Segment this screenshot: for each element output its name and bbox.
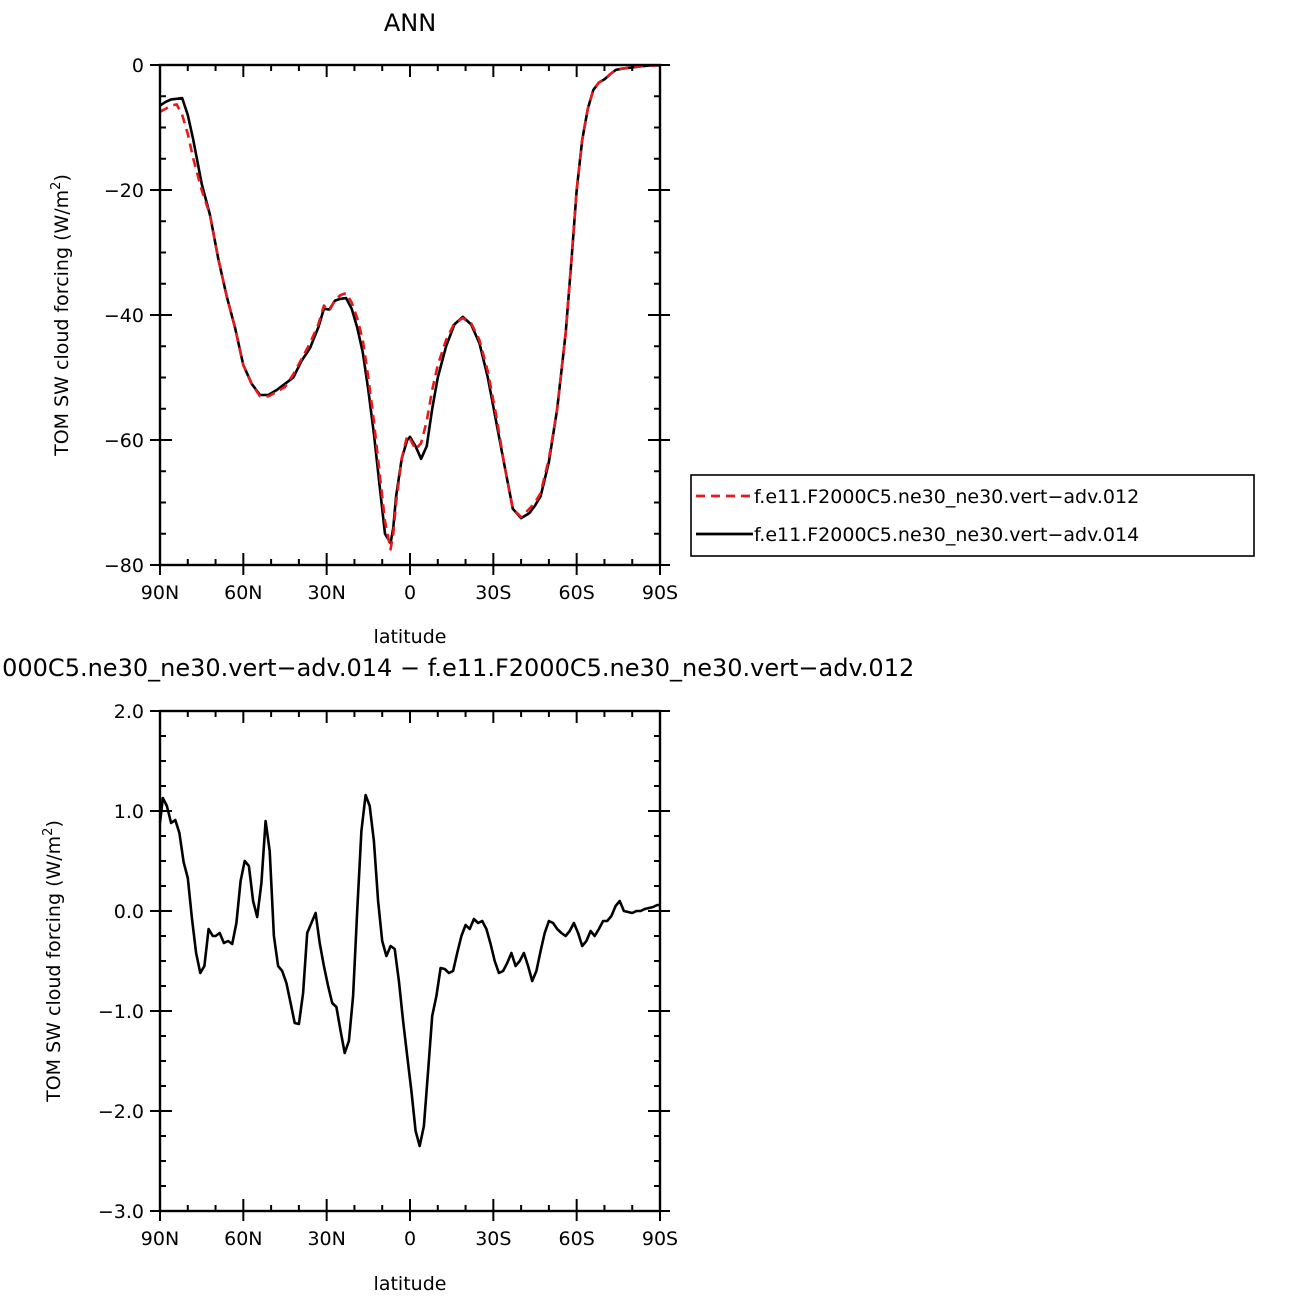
y-tick-label: 0.0 bbox=[114, 901, 144, 923]
series-line-0 bbox=[159, 64, 661, 551]
legend-box bbox=[690, 474, 1255, 557]
top-plot-xlabel: latitude bbox=[374, 626, 447, 648]
y-tick-label: −80 bbox=[104, 555, 144, 577]
x-tick-label: 0 bbox=[404, 1228, 416, 1250]
bottom-plot-xlabel: latitude bbox=[374, 1273, 447, 1295]
y-tick-label: 0 bbox=[132, 55, 144, 77]
y-tick-label: 2.0 bbox=[114, 701, 144, 723]
top-plot: ANN 90N 60N 30N 0 30S 60S 90S 0 −20 −40 −60 −80 lat… bbox=[49, 9, 1255, 648]
y-tick-label: −3.0 bbox=[98, 1201, 144, 1223]
x-tick-label: 30N bbox=[307, 582, 345, 604]
x-tick-label: 90S bbox=[642, 582, 678, 604]
y-tick-label: −40 bbox=[104, 305, 144, 327]
top-plot-ticks bbox=[150, 64, 670, 575]
top-plot-title: ANN bbox=[384, 9, 436, 37]
bottom-plot-ticks bbox=[150, 710, 670, 1221]
x-tick-label: 30S bbox=[475, 1228, 511, 1250]
y-tick-label: −1.0 bbox=[98, 1001, 144, 1023]
x-tick-label: 30N bbox=[307, 1228, 345, 1250]
y-tick-label: −60 bbox=[104, 430, 144, 452]
top-plot-series bbox=[159, 64, 661, 551]
y-tick-label: 1.0 bbox=[114, 801, 144, 823]
x-tick-label: 60S bbox=[559, 582, 595, 604]
series-line-0 bbox=[158, 793, 660, 1148]
legend-label-012: f.e11.F2000C5.ne30_ne30.vert−adv.012 bbox=[754, 486, 1139, 508]
x-tick-label: 60N bbox=[224, 1228, 262, 1250]
x-tick-label: 90N bbox=[141, 582, 179, 604]
top-plot-ylabel: TOM SW cloud forcing (W/m2) bbox=[49, 174, 73, 457]
bottom-plot: f.e11.F2000C5.ne30_ne30.vert−adv.014 − f… bbox=[0, 654, 914, 1295]
bottom-plot-ylabel: TOM SW cloud forcing (W/m2) bbox=[41, 820, 65, 1103]
x-tick-label: 60N bbox=[224, 582, 262, 604]
bottom-plot-tick-labels: 90N 60N 30N 0 30S 60S 90S 2.0 1.0 0.0 −1.0 −2.0 −3.0 bbox=[98, 701, 678, 1250]
bottom-plot-frame bbox=[158, 709, 662, 1213]
y-tick-label: −20 bbox=[104, 180, 144, 202]
top-plot-frame bbox=[158, 63, 662, 567]
x-tick-label: 30S bbox=[475, 582, 511, 604]
y-tick-label: −2.0 bbox=[98, 1101, 144, 1123]
top-plot-legend: f.e11.F2000C5.ne30_ne30.vert−adv.012 f.e… bbox=[690, 474, 1255, 557]
x-tick-label: 60S bbox=[559, 1228, 595, 1250]
x-tick-label: 90N bbox=[141, 1228, 179, 1250]
bottom-plot-title: f.e11.F2000C5.ne30_ne30.vert−adv.014 − f… bbox=[0, 654, 914, 682]
series-line-1 bbox=[159, 64, 661, 545]
x-tick-label: 0 bbox=[404, 582, 416, 604]
bottom-plot-series bbox=[158, 793, 660, 1148]
x-tick-label: 90S bbox=[642, 1228, 678, 1250]
legend-label-014: f.e11.F2000C5.ne30_ne30.vert−adv.014 bbox=[754, 524, 1139, 546]
top-plot-tick-labels: 90N 60N 30N 0 30S 60S 90S 0 −20 −40 −60 −80 bbox=[104, 55, 678, 604]
